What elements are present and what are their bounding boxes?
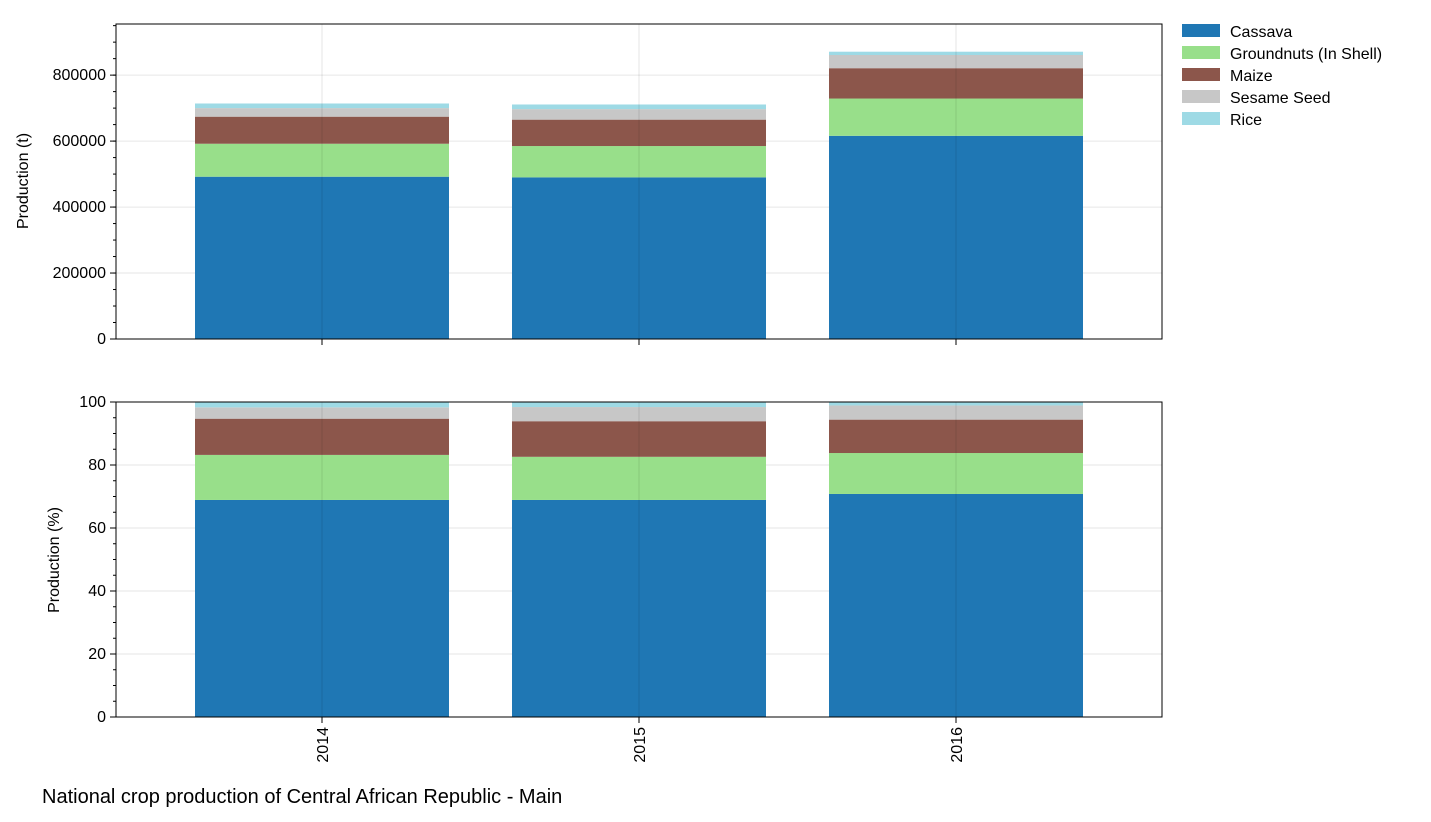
bar-cassava-2014 xyxy=(195,176,449,339)
legend-item: Groundnuts (In Shell) xyxy=(1182,46,1382,63)
bar-cassava-2015 xyxy=(512,177,766,339)
legend-swatch xyxy=(1182,24,1220,37)
bar-groundnuts-in-shell-2016 xyxy=(829,453,1083,494)
bar-maize-2014 xyxy=(195,418,449,455)
x-tick-label: 2014 xyxy=(315,727,332,763)
bar-groundnuts-in-shell-2014 xyxy=(195,143,449,177)
y-tick-label: 20 xyxy=(88,646,106,663)
legend-item: Cassava xyxy=(1182,24,1292,41)
legend-label: Maize xyxy=(1230,68,1273,85)
bar-maize-2016 xyxy=(829,68,1083,99)
y-tick-label: 60 xyxy=(88,520,106,537)
y-axis-label: Production (t) xyxy=(15,133,32,229)
bar-cassava-2014 xyxy=(195,499,449,717)
bar-cassava-2016 xyxy=(829,135,1083,339)
bar-groundnuts-in-shell-2014 xyxy=(195,454,449,500)
y-tick-label: 400000 xyxy=(53,199,106,216)
bar-rice-2014 xyxy=(195,402,449,408)
y-tick-label: 100 xyxy=(79,394,106,411)
bar-rice-2016 xyxy=(829,402,1083,406)
bar-maize-2015 xyxy=(512,421,766,457)
bar-sesame-seed-2014 xyxy=(195,407,449,419)
legend-item: Maize xyxy=(1182,68,1273,85)
y-tick-label: 80 xyxy=(88,457,106,474)
legend: Cassava Groundnuts (In Shell) Maize Sesame … xyxy=(1182,24,1382,129)
legend-swatch xyxy=(1182,46,1220,59)
bar-rice-2014 xyxy=(195,103,449,109)
bar-sesame-seed-2014 xyxy=(195,108,449,117)
legend-item: Sesame Seed xyxy=(1182,90,1331,107)
legend-label: Cassava xyxy=(1230,24,1292,41)
legend-label: Groundnuts (In Shell) xyxy=(1230,46,1382,63)
bar-groundnuts-in-shell-2015 xyxy=(512,456,766,500)
y-tick-label: 0 xyxy=(97,709,106,726)
production-percent-panel: 0 20 40 60 80 100 2014 2015 2016 Production (%) xyxy=(46,394,1163,763)
bar-maize-2015 xyxy=(512,119,766,147)
bar-groundnuts-in-shell-2015 xyxy=(512,146,766,178)
y-tick-label: 600000 xyxy=(53,133,106,150)
bar-maize-2014 xyxy=(195,116,449,144)
bar-maize-2016 xyxy=(829,419,1083,454)
y-tick-label: 800000 xyxy=(53,67,106,84)
production-tonnes-panel: 0 200000 400000 600000 800000 Production (t) xyxy=(15,23,1163,348)
legend-swatch xyxy=(1182,68,1220,81)
bar-cassava-2015 xyxy=(512,499,766,717)
legend-item: Rice xyxy=(1182,112,1262,129)
bar-rice-2015 xyxy=(512,104,766,110)
figure-title: National crop production of Central Afri… xyxy=(42,786,562,808)
bar-sesame-seed-2016 xyxy=(829,405,1083,420)
bar-sesame-seed-2015 xyxy=(512,109,766,120)
bar-rice-2016 xyxy=(829,51,1083,56)
bar-sesame-seed-2015 xyxy=(512,407,766,422)
y-tick-label: 200000 xyxy=(53,265,106,282)
bar-cassava-2016 xyxy=(829,493,1083,717)
x-tick-label: 2015 xyxy=(632,727,649,763)
y-axis-label: Production (%) xyxy=(46,507,63,613)
legend-swatch xyxy=(1182,112,1220,125)
legend-label: Rice xyxy=(1230,112,1262,129)
bar-groundnuts-in-shell-2016 xyxy=(829,98,1083,136)
y-tick-label: 0 xyxy=(97,331,106,348)
legend-swatch xyxy=(1182,90,1220,103)
y-tick-label: 40 xyxy=(88,583,106,600)
bar-rice-2015 xyxy=(512,402,766,408)
bar-sesame-seed-2016 xyxy=(829,55,1083,69)
legend-label: Sesame Seed xyxy=(1230,90,1331,107)
x-tick-label: 2016 xyxy=(949,727,966,763)
